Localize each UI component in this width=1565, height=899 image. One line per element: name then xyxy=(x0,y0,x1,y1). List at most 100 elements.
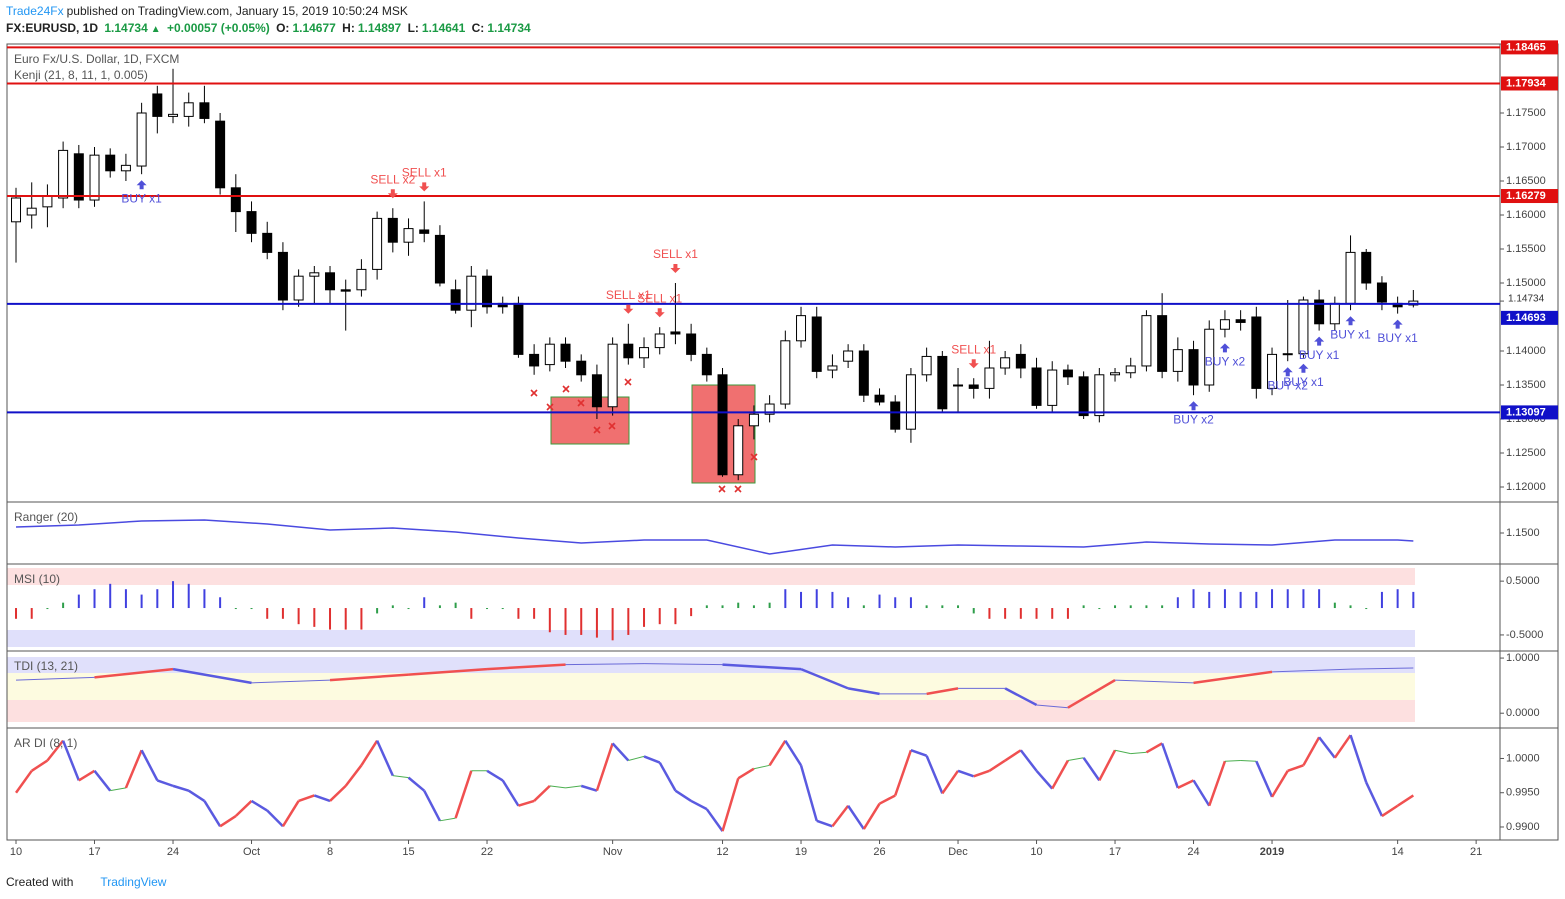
indicator-segment xyxy=(925,755,944,794)
msi-bar xyxy=(313,608,316,627)
indicator-line xyxy=(15,519,1414,555)
msi-bar xyxy=(564,608,567,635)
candle-body xyxy=(560,343,571,362)
y-tick-label: 0.9950 xyxy=(1506,787,1540,799)
chart: 1.17500 1.17000 1.16500 1.16000 1.15500 1.150… xyxy=(6,40,1559,858)
msi-bar xyxy=(140,594,143,609)
publish-line: Trade24Fx published on TradingView.com, J… xyxy=(6,4,411,18)
indicator-segment xyxy=(1208,760,1227,807)
indicator-segment xyxy=(454,770,473,819)
msi-bar xyxy=(15,608,18,619)
signal-label: BUY x1 xyxy=(1377,331,1418,345)
candle-body xyxy=(1031,367,1042,406)
candle-body xyxy=(325,272,336,291)
y-tick-label: -0.5000 xyxy=(1506,629,1543,641)
indicator-segment xyxy=(628,755,645,762)
candle-body xyxy=(120,164,131,172)
indicator-segment xyxy=(800,667,849,690)
o-value: 1.14677 xyxy=(292,21,336,35)
candle-body xyxy=(921,355,932,376)
candle-body xyxy=(1235,319,1246,323)
change: +0.00057 (+0.05%) xyxy=(167,21,270,35)
indicator-segment xyxy=(973,769,990,778)
candle-body xyxy=(372,217,383,270)
msi-bar xyxy=(1129,605,1132,609)
author[interactable]: Trade24Fx xyxy=(6,4,64,18)
indicator-segment xyxy=(862,803,881,830)
candle-body xyxy=(984,367,995,389)
candle-body xyxy=(168,113,179,117)
candle-body xyxy=(1078,376,1089,417)
indicator-segment xyxy=(439,817,456,822)
msi-bar xyxy=(486,608,489,610)
signal-label: SELL x1 xyxy=(637,291,682,305)
candle-body xyxy=(419,229,430,234)
y-tick-label: 1.15000 xyxy=(1506,277,1546,289)
indicator-segment xyxy=(533,784,551,802)
x-tick-label: 22 xyxy=(481,846,493,858)
indicator-segment xyxy=(611,742,630,762)
msi-bar xyxy=(611,608,614,641)
indicator-segment xyxy=(93,770,112,792)
indicator-segment xyxy=(344,764,363,787)
msi-bar xyxy=(266,608,269,619)
candle-body xyxy=(764,403,775,415)
candle-body xyxy=(937,355,948,410)
plot-layer: 1.17500 1.17000 1.16500 1.16000 1.15500 1.150… xyxy=(7,40,1558,858)
msi-bar xyxy=(690,608,693,617)
msi-bar xyxy=(957,605,960,609)
msi-bar xyxy=(423,597,426,609)
indicator-segment xyxy=(423,790,442,822)
y-tick-label: 1.17500 xyxy=(1506,107,1546,119)
panel-title: TDI (13, 21) xyxy=(14,659,78,673)
msi-bar xyxy=(250,608,253,610)
x-tick-label: Oct xyxy=(243,846,260,858)
indicator-segment xyxy=(61,740,80,781)
x-tick-label: 15 xyxy=(402,846,414,858)
candle-body xyxy=(1000,357,1011,369)
candle-body xyxy=(277,251,288,301)
panel-title: Ranger (20) xyxy=(14,510,78,524)
tdi-middle-band xyxy=(7,673,1415,700)
indicator-segment xyxy=(140,749,159,781)
msi-bar xyxy=(46,608,49,610)
candle-body xyxy=(403,228,414,243)
signal-arrow xyxy=(1392,319,1403,329)
candle-body xyxy=(1172,349,1183,372)
candle-body xyxy=(1376,282,1387,303)
msi-bar xyxy=(925,605,928,609)
indicator-segment xyxy=(644,663,723,666)
indicator-segment xyxy=(674,789,692,802)
msi-bar xyxy=(344,608,347,630)
candle-body xyxy=(513,302,524,355)
indicator-segment xyxy=(251,679,331,684)
candle-body xyxy=(1361,251,1372,284)
candle-body xyxy=(1345,251,1356,304)
x-tick-label: 12 xyxy=(716,846,728,858)
indicator-segment xyxy=(219,814,237,828)
indicator-segment xyxy=(1177,779,1195,790)
indicator-segment xyxy=(565,785,582,789)
indicator-segment xyxy=(878,794,896,805)
signal-arrow xyxy=(623,304,634,314)
signal-arrow xyxy=(1188,401,1199,411)
indicator-segment xyxy=(281,800,300,827)
indicator-segment xyxy=(486,769,504,782)
candle-body xyxy=(293,275,304,301)
l-key: L: xyxy=(407,21,419,35)
candle-body xyxy=(230,187,241,213)
o-key: O: xyxy=(276,21,290,35)
x-tick-label: 17 xyxy=(88,846,100,858)
msi-bar xyxy=(203,589,206,609)
signal-label: BUY x2 xyxy=(1173,412,1214,426)
indicator-segment xyxy=(1396,794,1415,807)
indicator-segment xyxy=(172,784,190,792)
indicator-segment xyxy=(957,769,975,778)
brand[interactable]: TradingView xyxy=(100,875,167,889)
indicator-segment xyxy=(14,770,33,794)
candle-body xyxy=(591,374,602,408)
x-tick-label: 26 xyxy=(873,846,885,858)
y-tick-label: 1.16500 xyxy=(1506,175,1546,187)
signal-label: BUY x1 xyxy=(121,191,162,205)
indicator-segment xyxy=(1004,687,1038,707)
